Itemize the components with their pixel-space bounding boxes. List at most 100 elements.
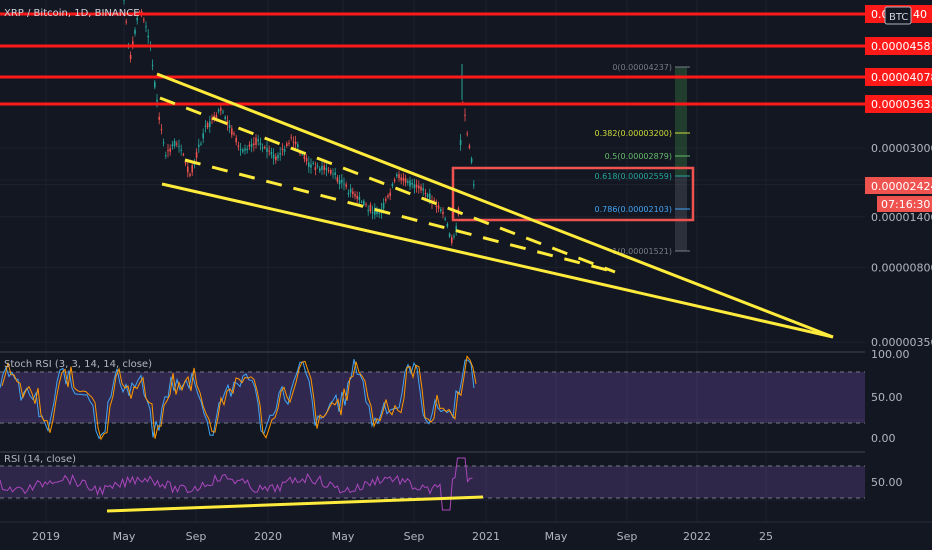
candle-body <box>327 170 330 172</box>
level-tag-label: 0.0 <box>871 8 889 21</box>
candle-body <box>354 194 356 197</box>
candle-body <box>160 128 163 130</box>
resistance-levels[interactable] <box>0 12 865 106</box>
candle-body <box>213 115 215 119</box>
candle-body <box>288 142 290 144</box>
candle-body <box>246 149 248 151</box>
candle-body <box>336 177 339 182</box>
candle-body <box>270 151 273 155</box>
candle-body <box>222 111 224 113</box>
candle-body <box>407 181 409 183</box>
candle-body <box>156 99 158 102</box>
rsi-band <box>0 466 865 498</box>
candle-body <box>389 192 391 196</box>
candle-body <box>385 199 387 201</box>
candle-body <box>352 191 354 195</box>
candle-body <box>125 21 127 23</box>
candle-body <box>308 162 310 167</box>
currency-badge[interactable]: BTC <box>884 6 912 25</box>
stoch-rsi-k-line <box>0 359 475 440</box>
candle-body <box>215 114 218 119</box>
candle-body <box>310 164 312 168</box>
candle-body <box>189 173 191 176</box>
candle-body <box>376 209 378 214</box>
candle-body <box>275 156 277 161</box>
channel-upper-dashed-line[interactable] <box>159 96 616 274</box>
candle-body <box>290 137 292 139</box>
wedge-upper-trendline[interactable] <box>156 72 834 339</box>
time-tick-label: May <box>332 530 355 543</box>
candle-body <box>277 154 279 159</box>
candle-body <box>303 155 306 160</box>
fib-level-label: 0.382(0.00003200) <box>595 129 673 138</box>
candle-body <box>136 17 138 21</box>
candle-body <box>382 203 385 209</box>
candle-body <box>233 133 235 135</box>
candle-body <box>455 226 457 233</box>
candle-body <box>442 211 444 215</box>
candle-body <box>433 200 435 202</box>
candle-body <box>206 123 209 128</box>
currency-badge-box <box>884 6 912 25</box>
trendlines[interactable] <box>156 72 834 339</box>
candle-body <box>446 224 449 227</box>
fib-level-label: 1(0.00001521) <box>612 247 672 256</box>
rsi-pane[interactable]: RSI (14, close) 50.00 <box>0 454 903 513</box>
candle-body <box>167 150 169 152</box>
level-tag-label: 40 <box>913 8 927 21</box>
last-price-tag: 0.00002424 07:16:30 <box>865 177 932 212</box>
candle-body <box>237 145 240 147</box>
candle-body <box>250 143 253 147</box>
price-tick-label: 0.00000800 <box>871 261 932 274</box>
candle-body <box>173 140 176 146</box>
candle-body <box>244 148 246 151</box>
candle-body <box>180 149 182 151</box>
candle-body <box>169 148 171 152</box>
candle-body <box>283 149 286 152</box>
fib-retracement[interactable]: 0(0.00004237) 0.382(0.00003200) 0.5(0.0000… <box>595 63 691 256</box>
time-tick-label: Sep <box>186 530 207 543</box>
time-tick-label: May <box>113 530 136 543</box>
candle-body <box>451 237 453 243</box>
countdown-background <box>877 196 932 212</box>
candle-body <box>435 205 438 207</box>
candle-body <box>165 155 167 157</box>
candle-body <box>217 110 220 112</box>
candle-body <box>158 116 160 120</box>
time-tick-label: 2020 <box>254 530 282 543</box>
candle-body <box>266 147 268 152</box>
candle-body <box>404 178 407 183</box>
candle-body <box>259 142 262 146</box>
candle-body <box>411 182 413 185</box>
candle-body <box>151 64 154 66</box>
rsi-support-trendline[interactable] <box>106 495 484 513</box>
stoch-rsi-tick-100: 100.00 <box>871 348 910 361</box>
candle-body <box>202 133 204 139</box>
candle-body <box>330 170 332 174</box>
fib-level-label: 0.618(0.00002559) <box>595 172 673 181</box>
time-axis[interactable]: 2019 May Sep 2020 May Sep 2021 May Sep 2022 25 <box>32 530 773 543</box>
target-zone-box[interactable] <box>451 166 695 222</box>
candle-body <box>228 125 231 129</box>
stoch-rsi-d-line <box>1 355 477 441</box>
candle-body <box>253 143 255 145</box>
candle-body <box>178 145 180 147</box>
time-tick-label: May <box>545 530 568 543</box>
candle-body <box>305 158 308 162</box>
countdown-label: 07:16:30 <box>881 198 930 211</box>
fib-level-label: 0.5(0.00002879) <box>605 152 672 161</box>
last-price-background <box>865 177 932 194</box>
candle-body <box>363 200 365 205</box>
candle-body <box>374 207 376 215</box>
time-tick-label: 2019 <box>32 530 60 543</box>
candle-body <box>367 210 369 212</box>
stoch-rsi-pane[interactable]: Stoch RSI (3, 3, 14, 14, close) 100.00 5… <box>0 348 910 445</box>
candle-body <box>426 194 429 198</box>
candle-body <box>154 81 156 88</box>
candle-body <box>147 35 149 38</box>
candle-body <box>420 186 422 191</box>
wedge-lower-trendline[interactable] <box>161 182 834 339</box>
stoch-rsi-tick-50: 50.00 <box>871 391 903 404</box>
channel-lower-dashed-line[interactable] <box>184 158 616 274</box>
